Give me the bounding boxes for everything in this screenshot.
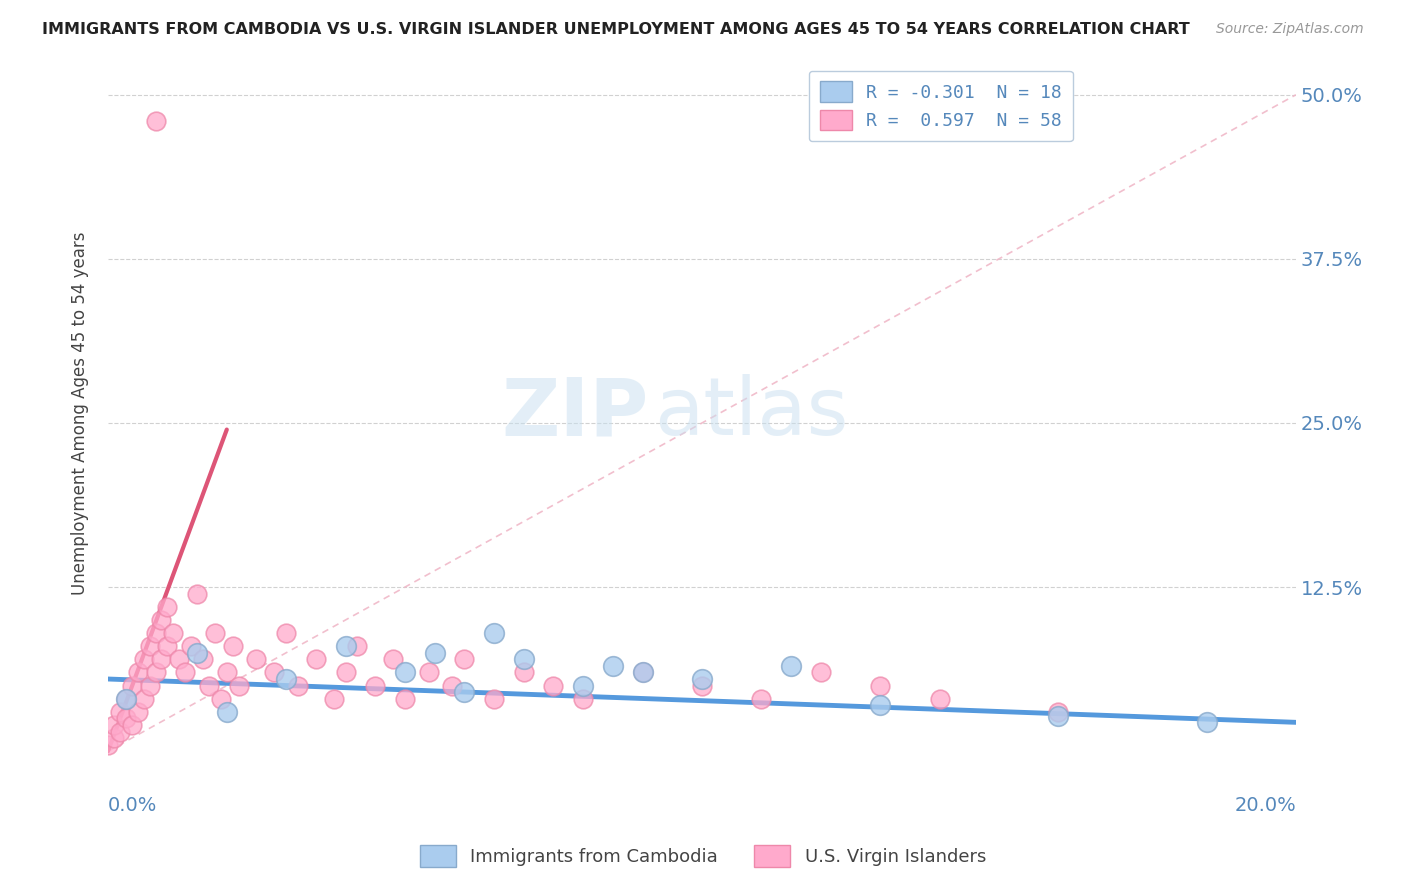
Point <box>215 705 238 719</box>
Point <box>138 679 160 693</box>
Point <box>423 646 446 660</box>
Point <box>1047 708 1070 723</box>
Point <box>382 652 405 666</box>
Text: IMMIGRANTS FROM CAMBODIA VS U.S. VIRGIN ISLANDER UNEMPLOYMENT AMONG AGES 45 TO 5: IMMIGRANTS FROM CAMBODIA VS U.S. VIRGIN … <box>42 22 1189 37</box>
Point <box>145 665 167 680</box>
Point <box>418 665 440 680</box>
Point <box>145 114 167 128</box>
Point <box>204 626 226 640</box>
Point <box>780 659 803 673</box>
Legend: Immigrants from Cambodia, U.S. Virgin Islanders: Immigrants from Cambodia, U.S. Virgin Is… <box>412 838 994 874</box>
Text: Source: ZipAtlas.com: Source: ZipAtlas.com <box>1216 22 1364 37</box>
Point <box>749 691 772 706</box>
Point <box>453 652 475 666</box>
Point <box>222 639 245 653</box>
Point <box>572 679 595 693</box>
Point <box>108 705 131 719</box>
Point <box>631 665 654 680</box>
Point <box>97 738 120 752</box>
Point <box>114 711 136 725</box>
Point <box>690 672 713 686</box>
Point <box>482 626 505 640</box>
Point <box>150 652 173 666</box>
Point <box>869 698 891 713</box>
Point <box>572 691 595 706</box>
Point <box>513 665 536 680</box>
Point <box>869 679 891 693</box>
Point <box>263 665 285 680</box>
Point <box>121 679 143 693</box>
Point <box>513 652 536 666</box>
Legend: R = -0.301  N = 18, R =  0.597  N = 58: R = -0.301 N = 18, R = 0.597 N = 58 <box>808 70 1073 141</box>
Point <box>335 639 357 653</box>
Point <box>602 659 624 673</box>
Point <box>198 679 221 693</box>
Point <box>127 665 149 680</box>
Point <box>114 691 136 706</box>
Point <box>174 665 197 680</box>
Point <box>305 652 328 666</box>
Point <box>167 652 190 666</box>
Point <box>394 665 416 680</box>
Text: atlas: atlas <box>654 374 849 452</box>
Point <box>364 679 387 693</box>
Point <box>127 705 149 719</box>
Point <box>132 652 155 666</box>
Y-axis label: Unemployment Among Ages 45 to 54 years: Unemployment Among Ages 45 to 54 years <box>72 231 89 595</box>
Point <box>103 731 125 745</box>
Point <box>186 646 208 660</box>
Point <box>394 691 416 706</box>
Point <box>156 599 179 614</box>
Point <box>145 626 167 640</box>
Point <box>322 691 344 706</box>
Point <box>180 639 202 653</box>
Point <box>1195 715 1218 730</box>
Point <box>346 639 368 653</box>
Point <box>209 691 232 706</box>
Point <box>245 652 267 666</box>
Text: ZIP: ZIP <box>501 374 648 452</box>
Point <box>287 679 309 693</box>
Point <box>276 672 298 686</box>
Point <box>108 724 131 739</box>
Point <box>335 665 357 680</box>
Point <box>810 665 832 680</box>
Point <box>150 613 173 627</box>
Point <box>162 626 184 640</box>
Point <box>121 718 143 732</box>
Text: 0.0%: 0.0% <box>108 796 157 814</box>
Point <box>138 639 160 653</box>
Point <box>631 665 654 680</box>
Text: 20.0%: 20.0% <box>1234 796 1296 814</box>
Point <box>186 587 208 601</box>
Point <box>191 652 214 666</box>
Point <box>114 691 136 706</box>
Point <box>543 679 565 693</box>
Point <box>482 691 505 706</box>
Point <box>132 691 155 706</box>
Point <box>228 679 250 693</box>
Point <box>1047 705 1070 719</box>
Point <box>928 691 950 706</box>
Point <box>690 679 713 693</box>
Point <box>103 718 125 732</box>
Point <box>215 665 238 680</box>
Point <box>276 626 298 640</box>
Point <box>156 639 179 653</box>
Point <box>441 679 464 693</box>
Point <box>453 685 475 699</box>
